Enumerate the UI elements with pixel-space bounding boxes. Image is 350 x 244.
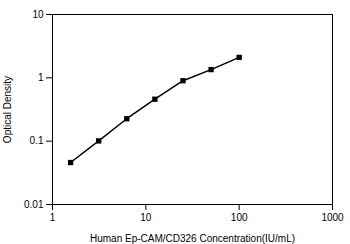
svg-text:100: 100 — [231, 212, 248, 223]
svg-text:10: 10 — [32, 9, 44, 20]
svg-text:Optical Density: Optical Density — [2, 76, 13, 143]
svg-text:0.1: 0.1 — [30, 135, 44, 146]
svg-text:1: 1 — [38, 72, 44, 83]
svg-text:1000: 1000 — [321, 212, 344, 223]
svg-text:1: 1 — [50, 212, 56, 223]
svg-text:10: 10 — [140, 212, 152, 223]
svg-text:0.01: 0.01 — [24, 199, 44, 210]
svg-text:Human Ep-CAM/CD326 Concentrati: Human Ep-CAM/CD326 Concentration(IU/mL) — [90, 233, 295, 244]
